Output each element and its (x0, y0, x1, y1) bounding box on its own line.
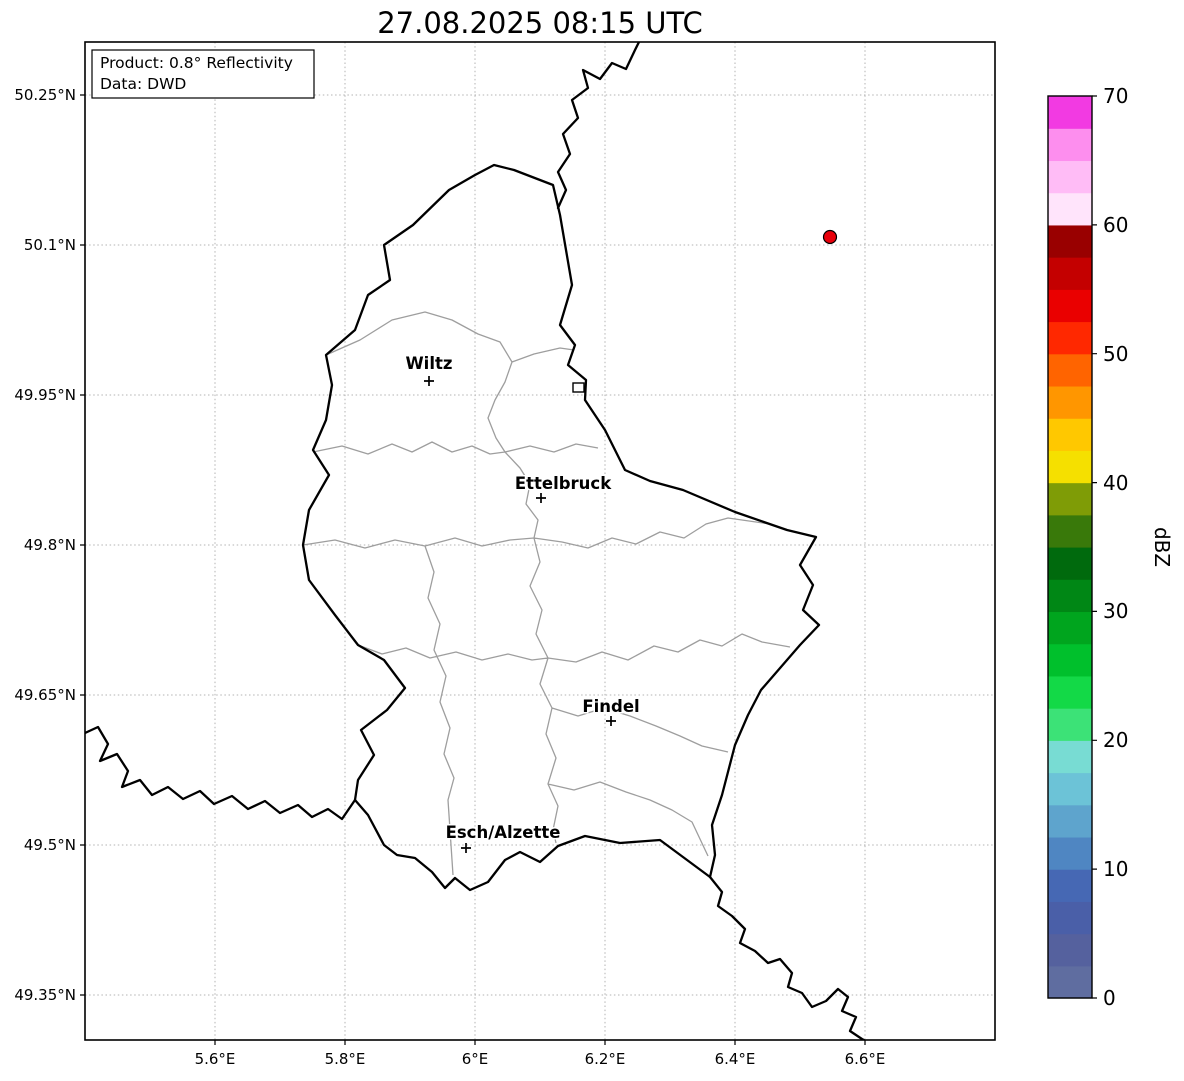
plot-background (85, 42, 995, 1040)
colorbar-segments (1048, 96, 1092, 999)
colorbar-tick-label: 40 (1103, 471, 1128, 495)
x-tick-labels: 5.6°E 5.8°E 6°E 6.2°E 6.4°E 6.6°E (195, 1050, 886, 1068)
colorbar-segment-16 (1048, 450, 1092, 484)
info-box: Product: 0.8° Reflectivity Data: DWD (91, 49, 315, 99)
radar-location-dot (822, 229, 838, 245)
city-wiltz: Wiltz (404, 353, 454, 386)
belgium-germany-border (556, 42, 641, 210)
colorbar-segment-3 (1048, 869, 1092, 902)
y-tick-label: 50.1°N (24, 236, 76, 254)
y-axis-tickmarks (80, 94, 85, 996)
colorbar-unit-label: dBZ (1150, 527, 1174, 567)
city-label-findel: Findel (582, 697, 639, 716)
x-tick-label: 5.8°E (325, 1050, 366, 1068)
colorbar-segment-23 (1048, 224, 1092, 258)
y-tick-labels: 50.25°N 50.1°N 49.95°N 49.8°N 49.65°N 49… (14, 86, 76, 1004)
colorbar-tick-label: 70 (1103, 84, 1128, 108)
map-plot-area: Wiltz Ettelbruck Findel Esch/Alzette Pro… (14, 41, 996, 1068)
colorbar-segment-24 (1048, 192, 1092, 226)
info-data-line: Data: DWD (100, 75, 186, 93)
colorbar-segment-21 (1048, 289, 1092, 323)
info-box-frame (91, 49, 315, 99)
city-label-ettelbruck: Ettelbruck (515, 474, 612, 493)
y-tick-label: 49.8°N (24, 536, 76, 554)
colorbar-tick-label: 0 (1103, 986, 1116, 1010)
colorbar-segment-4 (1048, 836, 1092, 870)
colorbar-segment-15 (1048, 482, 1092, 516)
colorbar-tick-label: 20 (1103, 728, 1128, 752)
colorbar-segment-20 (1048, 321, 1092, 355)
y-tick-label: 49.5°N (24, 836, 76, 854)
info-product-line: Product: 0.8° Reflectivity (100, 54, 293, 72)
city-findel: Findel (581, 696, 641, 726)
y-tick-label: 49.95°N (14, 386, 76, 404)
city-marker-icon (424, 376, 434, 386)
colorbar-segment-7 (1048, 740, 1092, 774)
city-esch-alzette: Esch/Alzette (444, 822, 562, 853)
colorbar-segment-25 (1048, 160, 1092, 194)
vianden-border-enclave (572, 382, 585, 393)
france-belgium-border (85, 725, 357, 821)
colorbar-tick-label: 50 (1103, 342, 1128, 366)
colorbar-segment-8 (1048, 708, 1092, 741)
colorbar-segment-17 (1048, 418, 1092, 451)
colorbar-tick-label: 10 (1103, 857, 1128, 881)
colorbar-segment-1 (1048, 933, 1092, 967)
x-tick-label: 6.4°E (715, 1050, 756, 1068)
colorbar: 0 10 20 30 40 50 60 70 dBZ (1047, 84, 1174, 1010)
colorbar-segment-19 (1048, 353, 1092, 387)
map-layers: Wiltz Ettelbruck Findel Esch/Alzette (85, 42, 866, 1040)
colorbar-segment-14 (1048, 514, 1092, 548)
colorbar-segment-27 (1048, 96, 1092, 129)
colorbar-segment-6 (1048, 772, 1092, 806)
plot-border (84, 41, 996, 1041)
luxembourg-border (301, 163, 821, 892)
city-marker-icon (536, 493, 546, 503)
city-marker-icon (461, 843, 471, 853)
colorbar-segment-10 (1048, 643, 1092, 677)
city-label-wiltz: Wiltz (405, 354, 452, 373)
figure-title: 27.08.2025 08:15 UTC (377, 6, 703, 40)
colorbar-segment-13 (1048, 547, 1092, 580)
colorbar-segment-2 (1048, 901, 1092, 935)
colorbar-tickmarks (1092, 95, 1097, 999)
city-label-esch-alzette: Esch/Alzette (446, 823, 561, 842)
city-marker-icon (606, 716, 616, 726)
country-borders (85, 42, 866, 1040)
x-tick-label: 6.2°E (585, 1050, 626, 1068)
colorbar-segment-12 (1048, 579, 1092, 613)
colorbar-segment-11 (1048, 611, 1092, 645)
y-tick-label: 49.35°N (14, 986, 76, 1004)
x-tick-label: 6.6°E (845, 1050, 886, 1068)
colorbar-tick-label: 30 (1103, 599, 1128, 623)
colorbar-segment-0 (1048, 965, 1092, 999)
x-axis-tickmarks (214, 1040, 866, 1045)
colorbar-segment-9 (1048, 675, 1092, 709)
y-tick-label: 49.65°N (14, 686, 76, 704)
colorbar-tick-labels: 0 10 20 30 40 50 60 70 (1103, 84, 1128, 1010)
colorbar-segment-22 (1048, 257, 1092, 290)
colorbar-segment-5 (1048, 804, 1092, 838)
city-ettelbruck: Ettelbruck (513, 473, 614, 503)
colorbar-tick-label: 60 (1103, 213, 1128, 237)
x-tick-label: 6°E (462, 1050, 489, 1068)
canton-borders (302, 311, 791, 876)
colorbar-segment-26 (1048, 128, 1092, 162)
colorbar-segment-18 (1048, 385, 1092, 419)
colorbar-outline (1047, 95, 1093, 999)
x-tick-label: 5.6°E (195, 1050, 236, 1068)
y-tick-label: 50.25°N (14, 86, 76, 104)
germany-france-border (708, 875, 866, 1040)
